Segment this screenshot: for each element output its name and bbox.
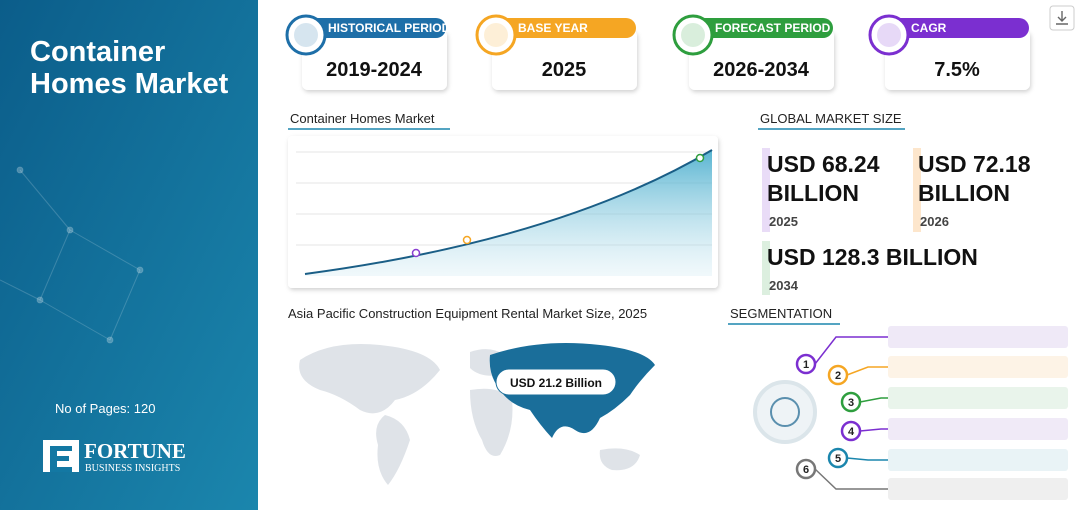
market-value: USD 128.3 BILLION [767,244,978,270]
trend-line [304,149,713,275]
segment-hub [753,380,817,444]
card-header [496,18,636,38]
section-title: GLOBAL MARKET SIZE [760,111,902,126]
market-size: USD 72.18 BILLION 2026 [913,148,1031,232]
accent-bar [762,148,770,232]
trend-point [462,235,472,245]
segment-bar [888,387,1068,409]
period-card: HISTORICAL PERIOD 2019-2024 [285,14,451,90]
segment-number: 6 [803,464,809,476]
logo-name: FORTUNE [84,439,186,463]
card-value: 2026-2034 [713,59,810,81]
connector [814,468,888,490]
card-body [885,30,1030,90]
connector [846,457,888,461]
sidebar [0,0,258,510]
card-label: BASE YEAR [518,21,588,35]
trend-area [305,150,712,276]
segment-number: 4 [848,426,855,438]
card-body [492,30,637,90]
period-card: CAGR 7.5% [868,14,1030,90]
market-year: 2026 [920,214,949,229]
trend-point [411,248,421,258]
segment-bar [888,326,1068,348]
card-icon-inner [877,23,901,47]
segment-icon [770,397,800,427]
accent-bar [913,148,921,232]
network-decoration [0,166,144,344]
card-icon [475,14,517,56]
title: Container [30,36,165,68]
card-icon-inner [484,23,508,47]
segment-bar [888,418,1068,440]
segment-number: 5 [835,453,841,465]
period-card: BASE YEAR 2025 [475,14,637,90]
world-map [299,344,640,485]
title: Homes Market [30,68,229,100]
segment: 2 [827,356,1068,386]
callout-text: USD 21.2 Billion [510,376,602,390]
download-button[interactable] [1049,5,1075,31]
period-card: FORECAST PERIOD 2026-2034 [672,14,834,90]
card-label: HISTORICAL PERIOD [328,21,451,35]
segment-number: 1 [803,359,809,371]
market-value: USD 68.24 [767,151,880,177]
segment-marker [827,364,849,386]
market-value: USD 72.18 [918,151,1031,177]
segment-marker [795,458,817,480]
market-year: 2025 [769,214,798,229]
market-year: 2034 [769,278,799,293]
segment: 4 [840,418,1068,442]
market-value: BILLION [918,180,1010,206]
segment: 3 [840,387,1068,413]
segment-bar [888,478,1068,500]
segment: 6 [795,458,1068,500]
card-label: CAGR [911,21,947,35]
card-icon [868,14,910,56]
page-count: No of Pages: 120 [55,401,155,416]
card-body [302,30,447,90]
section-title: SEGMENTATION [730,306,832,321]
segment-marker [827,447,849,469]
market-value: BILLION [767,180,859,206]
segment-marker [795,353,817,375]
logo: FORTUNE BUSINESS INSIGHTS [43,439,186,474]
segment-bar [888,449,1068,471]
trend-point [695,153,705,163]
chart-title: Container Homes Market [290,111,435,126]
card-icon-inner [294,23,318,47]
card-label: FORECAST PERIOD [715,21,831,35]
connector [859,397,888,403]
segment-bar [888,356,1068,378]
segment-marker [840,391,862,413]
market-size: USD 68.24 BILLION 2025 [762,148,880,232]
segment-marker [840,420,862,442]
card-header [693,18,833,38]
card-value: 2019-2024 [326,59,423,81]
segment: 1 [795,326,1068,375]
connector [846,366,888,376]
segment-number: 3 [848,397,854,409]
segment: 5 [827,447,1068,471]
logo-tagline: BUSINESS INSIGHTS [85,463,180,474]
card-value: 2025 [542,59,587,81]
accent-bar [762,241,770,295]
card-body [689,30,834,90]
section-title: Asia Pacific Construction Equipment Rent… [288,306,647,321]
card-icon [672,14,714,56]
card-icon-inner [681,23,705,47]
card-header [889,18,1029,38]
card-header [306,18,446,38]
market-size: USD 128.3 BILLION 2034 [762,241,978,295]
connector [859,428,888,432]
card-value: 7.5% [934,59,980,81]
connector [814,336,888,365]
callout [495,368,617,396]
card-icon [285,14,327,56]
segment-number: 2 [835,370,841,382]
